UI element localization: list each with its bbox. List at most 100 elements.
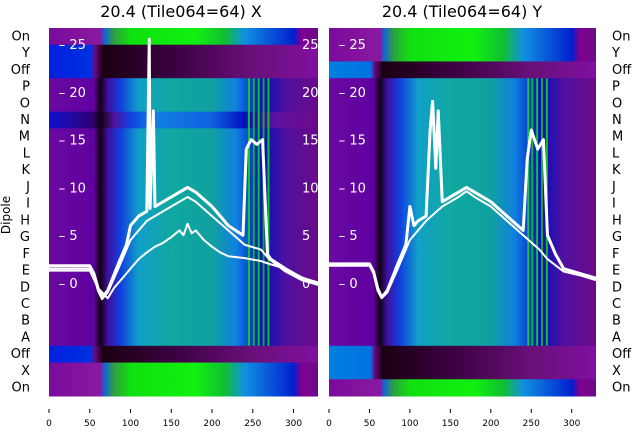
row-label: E [22, 264, 30, 279]
row-label: On [612, 29, 630, 44]
heatmap-row [329, 145, 596, 163]
heatmap-row [49, 329, 318, 347]
heatmap-row [49, 44, 318, 62]
row-label: G [20, 230, 30, 245]
overlay-tick-label: – 25 [339, 38, 366, 53]
overlay-line-upper [329, 99, 596, 299]
heatmap-row [329, 61, 596, 79]
row-label: B [21, 314, 30, 329]
x-tick-label: 250 [523, 419, 540, 429]
overlay-tick-label: – 15 [339, 134, 366, 149]
row-label: Y [611, 46, 620, 61]
row-label: H [20, 213, 30, 228]
heatmap-row [49, 145, 318, 163]
heatmap-row [329, 178, 596, 196]
green-stripe [527, 78, 530, 346]
row-label: Off [612, 347, 632, 362]
row-label: N [612, 113, 622, 128]
heatmap-row [49, 345, 318, 364]
panel-x-title: 20.4 (Tile064=64) X [100, 2, 262, 21]
row-label: M [19, 130, 30, 145]
heatmap-row [49, 212, 318, 230]
green-stripe [536, 78, 539, 346]
heatmap-row [329, 195, 596, 213]
y-axis-label: Dipole [0, 196, 13, 234]
green-stripe [540, 78, 543, 346]
heatmap-row [329, 94, 596, 113]
row-label: D [612, 280, 622, 295]
heatmap-row [329, 345, 596, 364]
overlay-tick-label: – 5 [339, 229, 358, 244]
heatmap-row [329, 128, 596, 146]
heatmap-row [49, 295, 318, 313]
heatmap-row [329, 379, 596, 397]
row-label: A [21, 330, 30, 345]
row-label: A [612, 330, 621, 345]
heatmap-row [49, 178, 318, 196]
heatmap-row [49, 128, 318, 146]
row-label: K [612, 163, 621, 178]
row-label: E [612, 264, 620, 279]
overlay-tick-label-right: 15 [302, 134, 319, 149]
overlay-tick-label: – 10 [339, 181, 366, 196]
heatmap-row [329, 161, 596, 180]
row-label: I [26, 197, 30, 212]
heatmap-row [49, 312, 318, 330]
heatmap-row [329, 312, 596, 330]
heatmap-row [329, 44, 596, 62]
row-label: J [611, 180, 616, 195]
row-label: X [612, 364, 621, 379]
overlay-tick-label: – 20 [59, 86, 86, 101]
row-label: H [612, 213, 622, 228]
overlay-tick-label: – 10 [59, 181, 86, 196]
row-label: On [12, 381, 30, 396]
row-label: G [612, 230, 622, 245]
overlay-tick-label: – 25 [59, 38, 86, 53]
row-label: O [612, 96, 622, 111]
x-tick-label: 50 [364, 419, 376, 429]
green-stripe [262, 78, 265, 346]
heatmap-row [329, 228, 596, 246]
green-stripe [252, 78, 255, 346]
heatmap-row [329, 28, 596, 46]
heatmap-row [49, 28, 318, 46]
overlay-tick-label-right: 20 [302, 86, 319, 101]
panel-y-title: 20.4 (Tile064=64) Y [382, 2, 543, 21]
row-label: B [612, 314, 621, 329]
heatmap-row [329, 212, 596, 230]
x-tick-label: 200 [203, 419, 220, 429]
row-label: N [20, 113, 30, 128]
row-label: P [22, 80, 30, 95]
x-tick-label: 100 [122, 419, 139, 429]
row-label: L [23, 146, 31, 161]
row-label: Off [11, 63, 31, 78]
overlay-tick-label: – 20 [339, 86, 366, 101]
row-label: F [23, 247, 30, 262]
row-label: C [612, 297, 621, 312]
x-tick-label: 100 [401, 419, 418, 429]
green-stripe [267, 78, 270, 346]
overlay-line-mid [49, 195, 318, 301]
heatmap-row [329, 245, 596, 263]
row-label: Y [21, 46, 30, 61]
heatmap-row [329, 278, 596, 297]
overlay-tick-label-right: 25 [302, 38, 319, 53]
green-stripe [247, 78, 250, 346]
overlay-tick-label: – 15 [59, 134, 86, 149]
row-label: C [21, 297, 30, 312]
row-label: On [12, 29, 30, 44]
row-label: K [21, 163, 30, 178]
overlay-tick-label-right: 0 [302, 277, 310, 292]
heatmap-row [49, 94, 318, 113]
heatmap-row [49, 61, 318, 79]
heatmap-row [49, 195, 318, 213]
x-tick-label: 300 [285, 419, 302, 429]
row-label: Off [11, 347, 31, 362]
green-stripe [531, 78, 534, 346]
overlay-tick-label: – 5 [59, 229, 78, 244]
row-label: X [21, 364, 30, 379]
row-label: P [612, 80, 620, 95]
heatmap-row [49, 161, 318, 180]
